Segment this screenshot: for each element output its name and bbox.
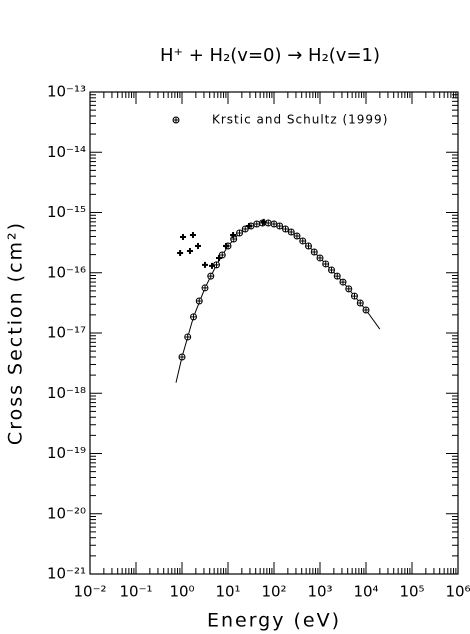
data-point — [179, 234, 186, 241]
marker-part — [282, 226, 289, 233]
legend-label: Krstic and Schultz (1999) — [212, 113, 388, 127]
data-point — [215, 254, 222, 261]
data-point — [253, 220, 261, 228]
marker-part — [328, 267, 335, 274]
data-point — [201, 261, 208, 268]
data-point — [236, 229, 244, 237]
fit-line — [175, 222, 381, 383]
data-point — [350, 292, 358, 300]
marker-part — [207, 273, 214, 280]
marker-part — [271, 221, 277, 228]
y-tick-label: 10⁻¹⁵ — [47, 203, 86, 221]
y-tick-label: 10⁻²¹ — [47, 565, 86, 583]
data-point — [310, 248, 318, 256]
data-point — [195, 297, 203, 305]
marker-part — [219, 252, 226, 259]
data-point — [241, 225, 249, 233]
marker-part — [184, 333, 191, 340]
data-point — [195, 242, 202, 249]
data-point — [186, 247, 193, 254]
data-point — [172, 116, 180, 124]
marker-part — [179, 353, 185, 360]
data-point — [339, 278, 347, 286]
data-point — [362, 306, 370, 314]
x-tick-label: 10³ — [307, 583, 332, 601]
x-tick-label: 10⁶ — [445, 583, 470, 601]
plot-frame — [89, 91, 459, 575]
marker-part — [345, 285, 352, 292]
data-point — [184, 333, 192, 341]
y-axis-label: Cross Section (cm²) — [5, 221, 27, 445]
data-point — [190, 313, 198, 321]
x-tick-label: 10¹ — [215, 583, 240, 601]
data-point — [299, 237, 307, 245]
data-point — [356, 299, 364, 307]
y-tick-label: 10⁻¹⁸ — [47, 384, 86, 402]
chart-title: H⁺ + H₂(v=0) → H₂(v=1) — [160, 45, 380, 66]
data-point — [178, 353, 186, 361]
data-point — [177, 249, 184, 256]
data-point — [218, 251, 226, 259]
marker-part — [265, 219, 272, 226]
marker-part — [357, 299, 364, 306]
data-point — [207, 272, 215, 280]
marker-part — [173, 117, 179, 123]
data-point — [322, 260, 330, 268]
x-tick-label: 10⁰ — [169, 583, 194, 601]
marker-part — [293, 233, 300, 240]
marker-part — [351, 293, 358, 300]
x-tick-label: 10⁴ — [353, 583, 378, 601]
x-tick-label: 10⁻¹ — [119, 583, 152, 601]
data-point — [230, 231, 237, 238]
data-point — [245, 222, 252, 229]
data-point — [287, 228, 295, 236]
marker-part — [363, 306, 369, 313]
y-tick-label: 10⁻¹⁹ — [47, 444, 86, 462]
data-point — [223, 242, 230, 249]
marker-part — [288, 229, 295, 236]
y-tick-label: 10⁻¹³ — [47, 83, 86, 101]
data-point — [345, 285, 353, 293]
marker-part — [242, 226, 249, 233]
data-point — [293, 232, 301, 240]
marker-part — [190, 313, 197, 320]
data-point — [316, 254, 324, 262]
data-point — [189, 231, 196, 238]
marker-part — [196, 297, 203, 304]
data-point — [201, 284, 209, 292]
marker-part — [236, 229, 243, 236]
x-tick-label: 10² — [261, 583, 286, 601]
marker-part — [201, 284, 208, 291]
x-tick-label: 10⁵ — [399, 583, 424, 601]
x-axis-label: Energy (eV) — [207, 610, 341, 632]
marker-part — [339, 279, 346, 286]
data-point — [209, 262, 216, 269]
marker-part — [253, 221, 260, 228]
marker-part — [305, 242, 312, 249]
marker-part — [322, 260, 329, 267]
marker-part — [299, 237, 306, 244]
data-point — [276, 222, 284, 230]
y-tick-label: 10⁻¹⁷ — [47, 324, 86, 342]
data-point — [270, 220, 278, 228]
marker-part — [311, 249, 318, 255]
marker-part — [334, 273, 341, 280]
marker-part — [276, 222, 283, 229]
y-tick-label: 10⁻²⁰ — [47, 504, 86, 522]
data-point — [328, 266, 336, 274]
data-point — [304, 242, 312, 250]
y-tick-label: 10⁻¹⁴ — [47, 143, 86, 161]
data-point — [260, 218, 267, 225]
data-point — [333, 272, 341, 280]
marker-part — [317, 254, 323, 261]
x-tick-label: 10⁻² — [73, 583, 106, 601]
y-tick-label: 10⁻¹⁶ — [47, 263, 86, 281]
data-point — [282, 225, 290, 233]
